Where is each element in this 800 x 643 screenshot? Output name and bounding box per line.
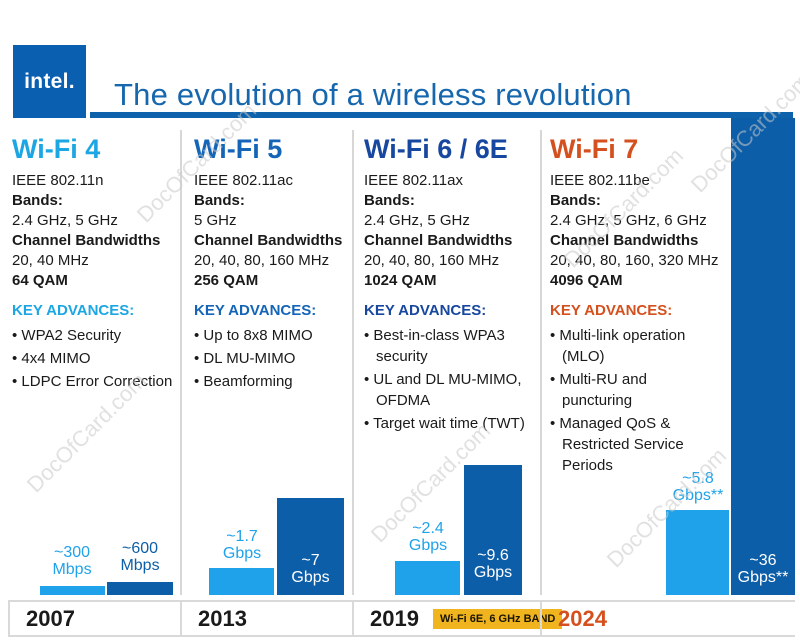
timeline-year-row: 2007 2013 2019 Wi-Fi 6E, 6 GHz BAND 2024	[8, 600, 795, 637]
year-label: 2019	[370, 605, 419, 631]
max-speed-bar	[277, 498, 344, 595]
bands-label: Bands:	[194, 192, 245, 209]
bands-value: 2.4 GHz, 5 GHz, 6 GHz	[550, 212, 707, 229]
advance-item: Best-in-class WPA3 security	[364, 325, 540, 367]
advance-item: Up to 8x8 MIMO	[194, 325, 352, 346]
bands-label: Bands:	[550, 192, 601, 209]
column-wifi6: Wi-Fi 6 / 6E IEEE 802.11ax Bands: 2.4 GH…	[352, 130, 540, 595]
bandwidths-label: Channel Bandwidths	[364, 232, 513, 249]
key-advances-heading: KEY ADVANCES:	[550, 302, 673, 319]
key-advances-heading: KEY ADVANCES:	[364, 302, 487, 319]
bands-label: Bands:	[12, 192, 63, 209]
advance-item: WPA2 Security	[12, 325, 180, 346]
generation-title: Wi-Fi 4	[12, 134, 101, 164]
standard-value: IEEE 802.11n	[12, 172, 104, 189]
year-box-wifi7: 2024	[540, 602, 795, 635]
standard-value: IEEE 802.11be	[550, 172, 650, 189]
column-wifi4: Wi-Fi 4 IEEE 802.11n Bands: 2.4 GHz, 5 G…	[8, 130, 180, 595]
bands-value: 5 GHz	[194, 212, 237, 229]
year-box-wifi6: 2019 Wi-Fi 6E, 6 GHz BAND	[352, 602, 563, 635]
bar-label-max: ~600 Mbps	[120, 540, 160, 574]
key-advances-heading: KEY ADVANCES:	[12, 302, 135, 319]
advance-item: 4x4 MIMO	[12, 348, 180, 369]
bandwidths-value: 20, 40, 80, 160 MHz	[364, 252, 500, 269]
typical-speed-bar	[666, 510, 729, 595]
key-advances-heading: KEY ADVANCES:	[194, 302, 317, 319]
intel-logo: intel.	[13, 45, 86, 118]
wifi6e-band-badge: Wi-Fi 6E, 6 GHz BAND	[432, 608, 563, 629]
advance-item: DL MU-MIMO	[194, 348, 352, 369]
advances-list: Up to 8x8 MIMO DL MU-MIMO Beamforming	[194, 325, 352, 392]
intel-logo-text: intel.	[24, 69, 75, 93]
bandwidths-label: Channel Bandwidths	[12, 232, 161, 249]
typical-speed-bar	[209, 568, 274, 595]
advance-item: UL and DL MU-MIMO, OFDMA	[364, 369, 540, 411]
max-speed-bar	[107, 582, 173, 595]
generation-title: Wi-Fi 5	[194, 134, 283, 164]
year-label: 2013	[198, 605, 247, 631]
year-box-wifi5: 2013	[180, 602, 352, 635]
bar-label-typical: ~1.7 Gbps	[222, 528, 262, 562]
qam-value: 64 QAM	[12, 272, 68, 289]
column-wifi5: Wi-Fi 5 IEEE 802.11ac Bands: 5 GHz Chann…	[180, 130, 352, 595]
advances-list: Best-in-class WPA3 security UL and DL MU…	[364, 325, 540, 434]
page-title: The evolution of a wireless revolution	[114, 76, 632, 112]
qam-value: 4096 QAM	[550, 272, 623, 289]
advance-item: LDPC Error Correction	[12, 371, 180, 392]
typical-speed-bar	[40, 586, 105, 595]
year-label: 2024	[558, 605, 607, 631]
typical-speed-bar	[395, 561, 460, 595]
standard-value: IEEE 802.11ax	[364, 172, 463, 189]
advances-list: WPA2 Security 4x4 MIMO LDPC Error Correc…	[12, 325, 180, 392]
bar-label-typical: ~5.8 Gbps**	[672, 470, 724, 504]
bands-label: Bands:	[364, 192, 415, 209]
qam-value: 1024 QAM	[364, 272, 437, 289]
advance-item: Multi-RU and puncturing	[550, 369, 712, 411]
year-box-wifi4: 2007	[8, 602, 180, 635]
bandwidths-value: 20, 40, 80, 160, 320 MHz	[550, 252, 719, 269]
bandwidths-value: 20, 40, 80, 160 MHz	[194, 252, 330, 269]
bandwidths-value: 20, 40 MHz	[12, 252, 89, 269]
header-divider-rule	[90, 112, 793, 118]
bar-label-typical: ~2.4 Gbps	[408, 520, 448, 554]
bands-value: 2.4 GHz, 5 GHz	[12, 212, 118, 229]
advance-item: Target wait time (TWT)	[364, 413, 540, 434]
advance-item: Managed QoS & Restricted Service Periods	[550, 413, 712, 476]
advances-list: Multi-link operation (MLO) Multi-RU and …	[550, 325, 795, 476]
bandwidths-label: Channel Bandwidths	[550, 232, 699, 249]
bands-value: 2.4 GHz, 5 GHz	[364, 212, 470, 229]
column-wifi7: Wi-Fi 7 IEEE 802.11be Bands: 2.4 GHz, 5 …	[540, 118, 795, 595]
generation-columns: Wi-Fi 4 IEEE 802.11n Bands: 2.4 GHz, 5 G…	[8, 118, 795, 595]
bar-label-max: ~9.6 Gbps	[473, 547, 513, 581]
standard-value: IEEE 802.11ac	[194, 172, 293, 189]
bandwidths-label: Channel Bandwidths	[194, 232, 343, 249]
qam-value: 256 QAM	[194, 272, 259, 289]
bar-label-typical: ~300 Mbps	[52, 544, 92, 578]
max-speed-bar	[731, 118, 795, 595]
max-speed-bar	[464, 465, 522, 595]
year-label: 2007	[26, 605, 75, 631]
advance-item: Beamforming	[194, 371, 352, 392]
advance-item: Multi-link operation (MLO)	[550, 325, 712, 367]
bar-label-max: ~7 Gbps	[291, 552, 330, 586]
generation-title: Wi-Fi 7	[550, 134, 639, 164]
generation-title: Wi-Fi 6 / 6E	[364, 134, 508, 164]
bar-label-max: ~36 Gbps**	[737, 552, 789, 586]
